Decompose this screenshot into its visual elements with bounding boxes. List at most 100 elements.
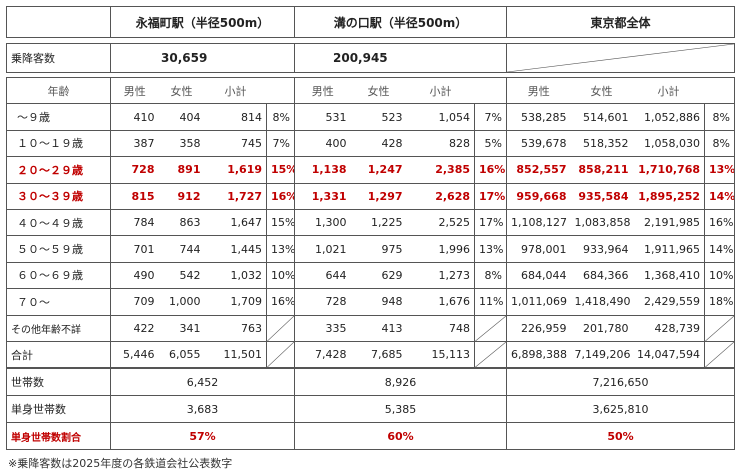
age-label: ～９歳 — [6, 103, 111, 131]
area3-pct-cell: 14% — [704, 235, 735, 263]
table-row: ～９歳 410 404 814 8% 531 523 1,054 7% 538,285 514,60… — [6, 103, 735, 131]
area3-pct-cell: 13% — [704, 156, 735, 184]
area3-female-cell: 518,352 — [570, 129, 633, 158]
area1-subtotal-cell: 1,445 — [204, 235, 267, 263]
area3-male-cell: 684,044 — [506, 261, 571, 290]
area1-male-cell: 387 — [110, 129, 159, 158]
area1-female-cell: 1,000 — [158, 288, 205, 316]
area2-pct-cell: 11% — [474, 288, 507, 316]
area2-pct-cell: 8% — [474, 261, 507, 290]
area1-female-cell: 6,055 — [158, 340, 205, 369]
boarding-area2: 200,945 — [294, 43, 507, 73]
area2-male-cell: 400 — [294, 129, 351, 158]
boarding-table: 乗降客数 30,659 200,945 — [6, 43, 735, 73]
area2-pct-cell: 17% — [474, 182, 507, 210]
area2-female-cell: 1,297 — [350, 182, 407, 210]
header-blank-cell — [6, 6, 111, 38]
area1-male-cell: 784 — [110, 208, 159, 237]
area1-female-header: 女性 — [158, 76, 205, 105]
area1-pct-cell: 15% — [266, 208, 295, 237]
area3-pct-cell: 10% — [704, 261, 735, 290]
area1-pct-cell: 10% — [266, 261, 295, 290]
household-area1-value: 57% — [110, 422, 295, 450]
area2-male-cell: 1,300 — [294, 208, 351, 237]
household-area2-value: 8,926 — [294, 368, 507, 396]
household-label: 単身世帯数割合 — [6, 422, 111, 450]
household-label: 単身世帯数 — [6, 395, 111, 423]
area1-pct-cell — [266, 340, 295, 369]
area2-pct-cell: 5% — [474, 129, 507, 158]
area1-subtotal-cell: 745 — [204, 129, 267, 158]
area2-subtotal-cell: 2,525 — [406, 208, 475, 237]
boarding-label: 乗降客数 — [6, 43, 111, 73]
header-row: 永福町駅（半径500m） 溝の口駅（半径500m） 東京都全体 — [6, 6, 735, 38]
boarding-area3-empty — [506, 43, 735, 73]
area3-female-cell: 933,964 — [570, 235, 633, 263]
household-row: 単身世帯数 3,683 5,385 3,625,810 — [6, 395, 735, 423]
age-label: ４０～４９歳 — [6, 208, 111, 237]
table-row: ４０～４９歳 784 863 1,647 15% 1,300 1,225 2,525 17% 1,… — [6, 208, 735, 237]
boarding-row: 乗降客数 30,659 200,945 — [6, 43, 735, 73]
age-column-header: 年齢 — [6, 76, 111, 105]
area3-subtotal-cell: 1,710,768 — [632, 156, 705, 184]
area2-subtotal-header: 小計 — [406, 76, 475, 105]
area1-pct-cell: 13% — [266, 235, 295, 263]
area3-male-cell: 538,285 — [506, 103, 571, 131]
area2-pct-header — [474, 76, 507, 105]
area3-pct-cell — [704, 314, 735, 342]
age-table: 年齢 男性 女性 小計 男性 女性 小計 男性 女性 小計 ～９歳 410 404 8… — [6, 76, 735, 369]
table-row: ６０～６９歳 490 542 1,032 10% 644 629 1,273 8% 684,044… — [6, 261, 735, 290]
area3-subtotal-cell: 1,368,410 — [632, 261, 705, 290]
area2-female-cell: 413 — [350, 314, 407, 342]
area1-male-cell: 701 — [110, 235, 159, 263]
age-label: 合計 — [6, 340, 111, 369]
area2-subtotal-cell: 2,385 — [406, 156, 475, 184]
area2-pct-cell — [474, 340, 507, 369]
area1-female-cell: 542 — [158, 261, 205, 290]
area3-female-cell: 935,584 — [570, 182, 633, 210]
area1-female-cell: 863 — [158, 208, 205, 237]
area1-male-cell: 728 — [110, 156, 159, 184]
area3-subtotal-cell: 1,895,252 — [632, 182, 705, 210]
household-area2-value: 5,385 — [294, 395, 507, 423]
household-body: 世帯数 6,452 8,926 7,216,650 単身世帯数 3,683 5,385 3,6… — [6, 368, 735, 450]
table-row: ５０～５９歳 701 744 1,445 13% 1,021 975 1,996 13% 978,… — [6, 235, 735, 263]
area1-female-cell: 891 — [158, 156, 205, 184]
area3-subtotal-header: 小計 — [632, 76, 705, 105]
area2-female-header: 女性 — [350, 76, 407, 105]
area2-female-cell: 975 — [350, 235, 407, 263]
age-label: ５０～５９歳 — [6, 235, 111, 263]
area2-female-cell: 428 — [350, 129, 407, 158]
age-body: ～９歳 410 404 814 8% 531 523 1,054 7% 538,285 514,60… — [6, 103, 735, 369]
area1-subtotal-cell: 11,501 — [204, 340, 267, 369]
area1-female-cell: 341 — [158, 314, 205, 342]
area3-male-cell: 959,668 — [506, 182, 571, 210]
area1-pct-cell: 16% — [266, 288, 295, 316]
area1-subtotal-header: 小計 — [204, 76, 267, 105]
household-area2-value: 60% — [294, 422, 507, 450]
area3-male-cell: 1,108,127 — [506, 208, 571, 237]
area3-subtotal-cell: 1,052,886 — [632, 103, 705, 131]
area2-female-cell: 523 — [350, 103, 407, 131]
household-table: 世帯数 6,452 8,926 7,216,650 単身世帯数 3,683 5,385 3,6… — [6, 368, 735, 450]
area2-male-cell: 531 — [294, 103, 351, 131]
area2-female-cell: 7,685 — [350, 340, 407, 369]
area2-pct-cell: 17% — [474, 208, 507, 237]
area2-male-cell: 1,021 — [294, 235, 351, 263]
area3-female-cell: 7,149,206 — [570, 340, 633, 369]
area1-male-cell: 709 — [110, 288, 159, 316]
area1-subtotal-cell: 1,619 — [204, 156, 267, 184]
area2-female-cell: 1,225 — [350, 208, 407, 237]
area2-subtotal-cell: 15,113 — [406, 340, 475, 369]
table-row: ７０～ 709 1,000 1,709 16% 728 948 1,676 11% 1,011,0… — [6, 288, 735, 316]
area1-pct-cell: 8% — [266, 103, 295, 131]
age-header-row: 年齢 男性 女性 小計 男性 女性 小計 男性 女性 小計 — [6, 76, 735, 105]
household-label: 世帯数 — [6, 368, 111, 396]
household-area3-value: 50% — [506, 422, 735, 450]
area2-subtotal-cell: 748 — [406, 314, 475, 342]
area1-pct-header — [266, 76, 295, 105]
table-row: ２０～２９歳7288911,61915%1,1381,2472,38516%85… — [6, 156, 735, 184]
area2-pct-cell — [474, 314, 507, 342]
area3-male-cell: 1,011,069 — [506, 288, 571, 316]
area2-male-cell: 728 — [294, 288, 351, 316]
